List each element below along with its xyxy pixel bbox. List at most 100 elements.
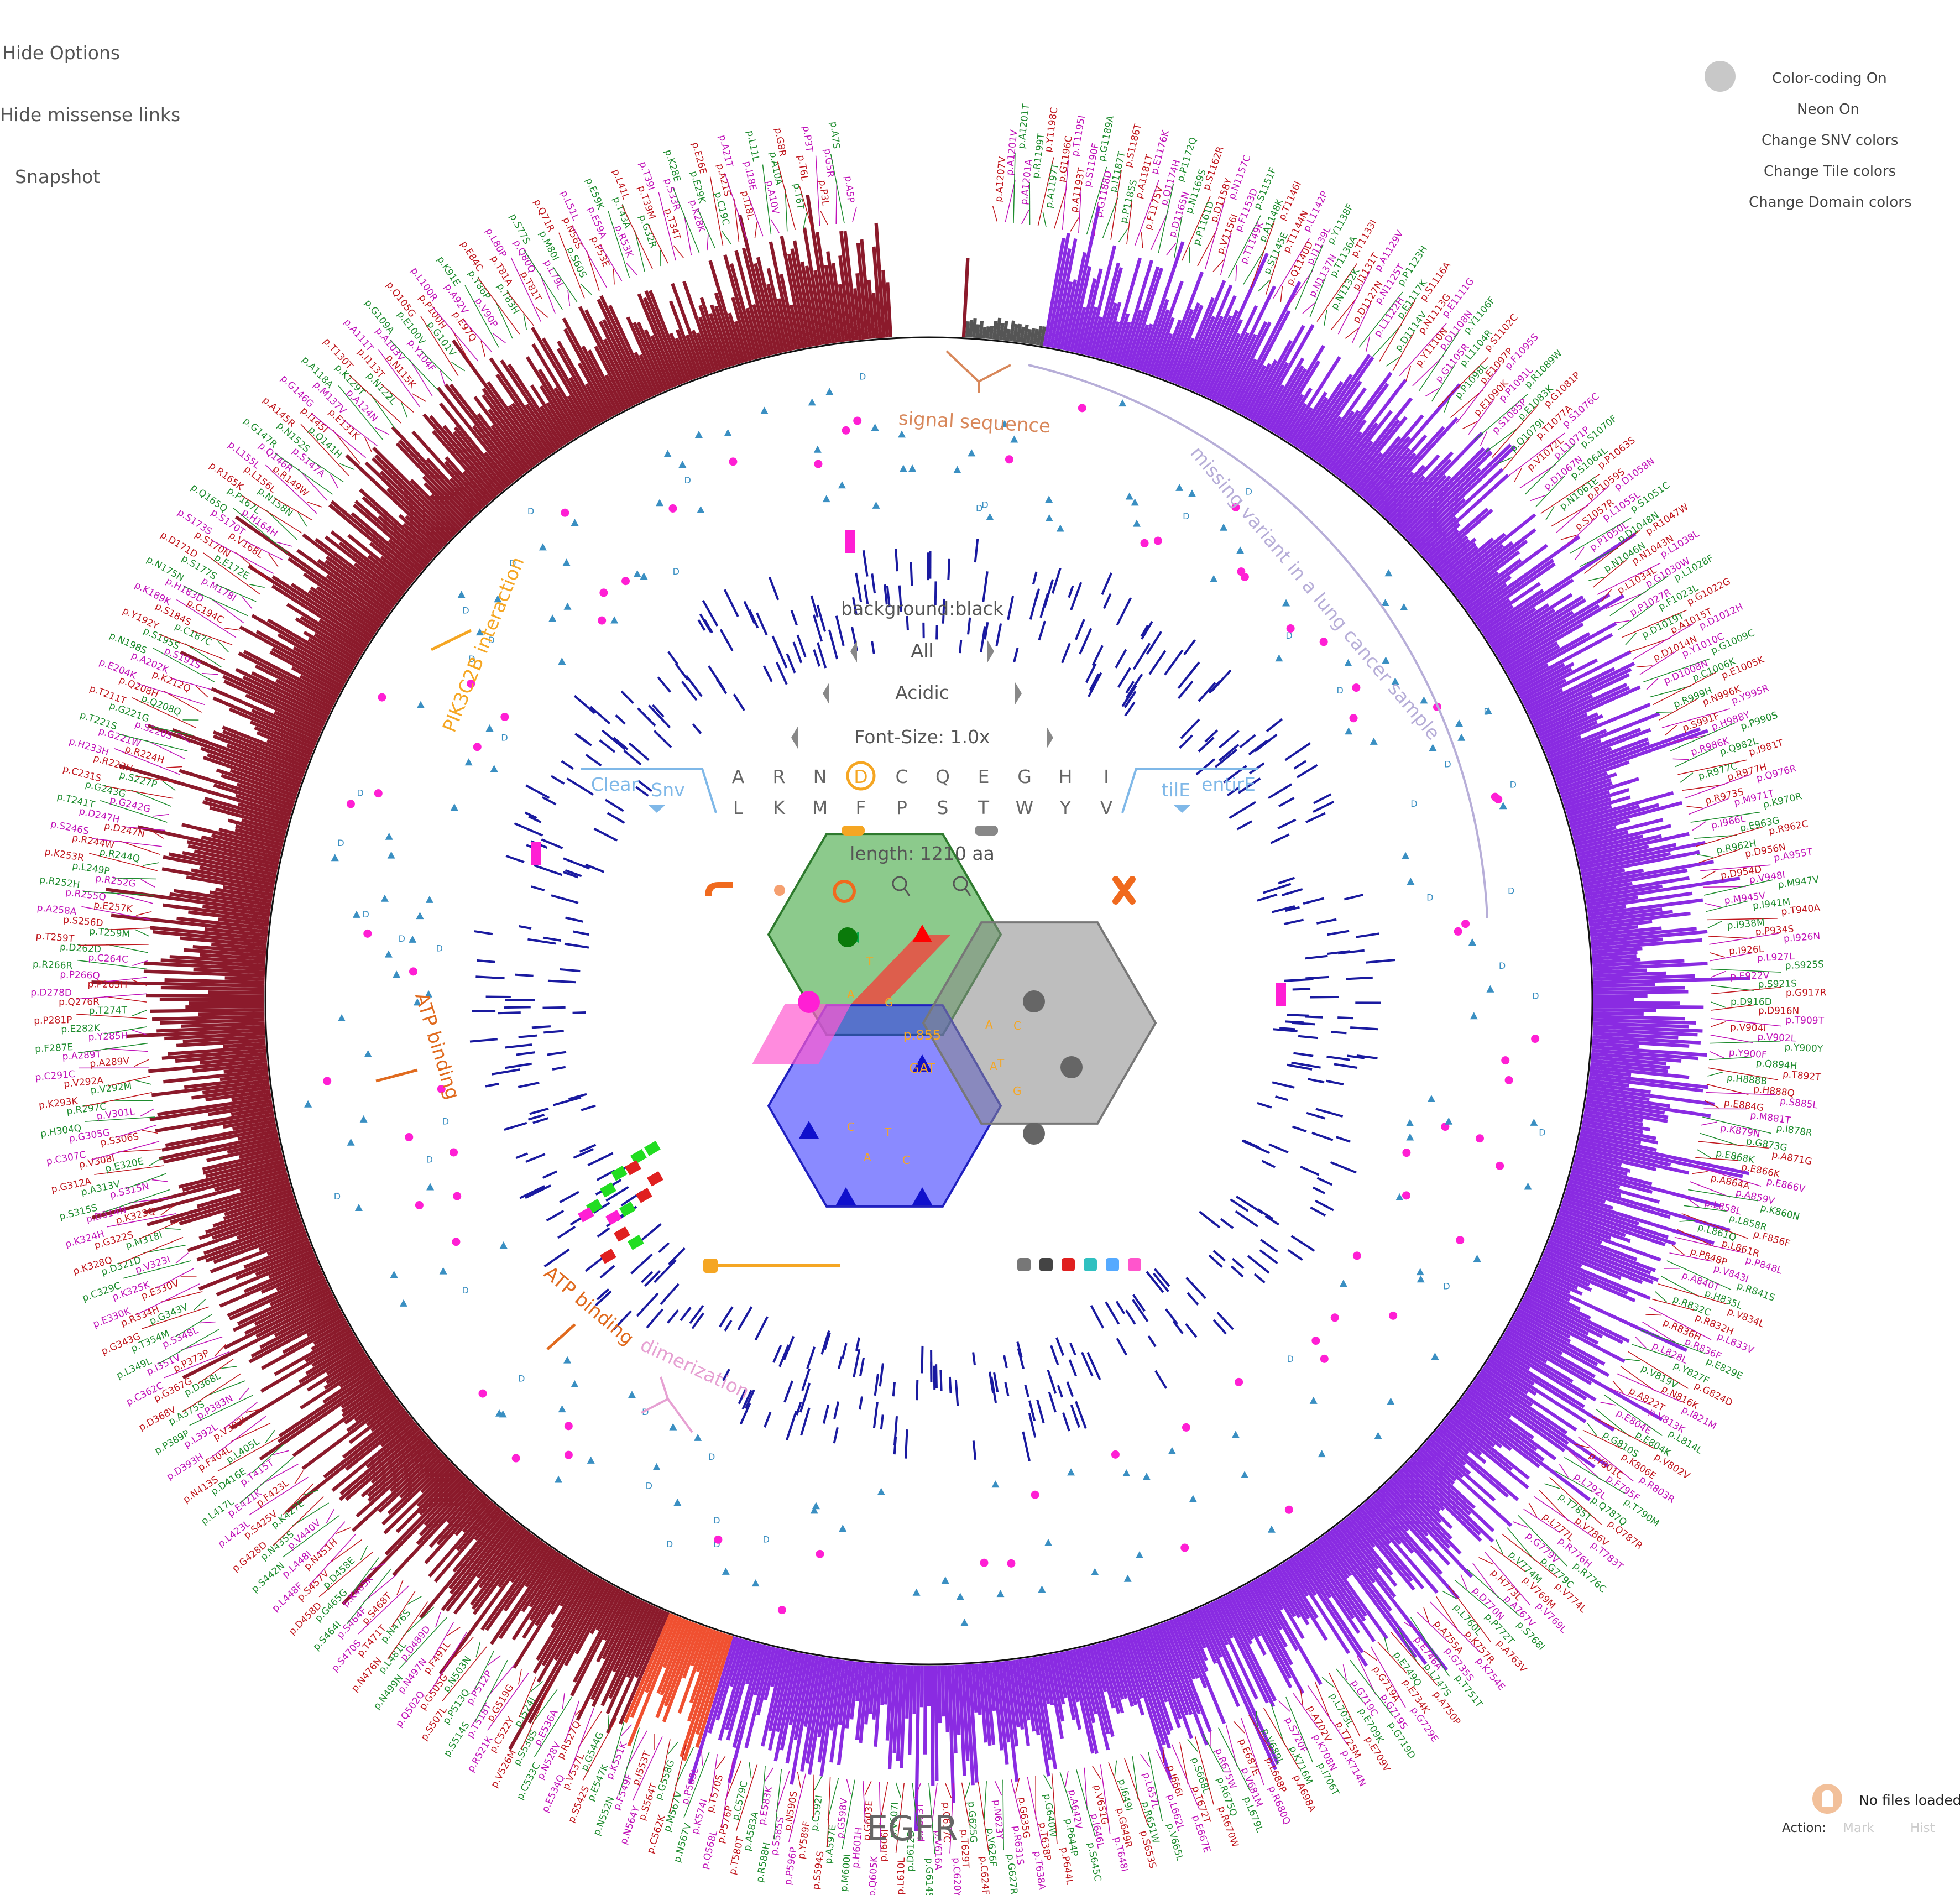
variant-label[interactable]: p.T580T (727, 1835, 746, 1876)
hex-node[interactable] (1023, 990, 1045, 1012)
variant-dot[interactable] (842, 426, 850, 435)
variant-label[interactable]: p.A111T (342, 317, 376, 354)
variant-d-glyph[interactable]: D (1410, 798, 1417, 809)
variant-triangle[interactable] (1220, 523, 1228, 531)
variant-triangle[interactable] (678, 460, 687, 468)
variant-label[interactable]: p.R165K (207, 460, 245, 493)
variant-label[interactable]: p.P53E (588, 234, 611, 269)
tile-marker[interactable] (644, 1141, 661, 1156)
variant-triangle[interactable] (359, 1115, 368, 1123)
variant-label[interactable]: p.L927L (1757, 951, 1795, 964)
variant-label[interactable]: p.P576P (715, 1805, 735, 1845)
amino-group-marker[interactable] (975, 826, 998, 836)
variant-d-glyph[interactable]: D (1499, 960, 1506, 971)
variant-dot[interactable] (1531, 1035, 1540, 1043)
variant-label[interactable]: p.T241T (56, 791, 96, 811)
variant-triangle[interactable] (331, 854, 339, 862)
variant-triangle[interactable] (694, 1433, 702, 1441)
variant-label[interactable]: p.Q605K (867, 1855, 881, 1895)
variant-triangle[interactable] (1132, 519, 1141, 527)
variant-label[interactable]: p.G243G (84, 779, 127, 800)
tile-toggle[interactable]: tilE (1162, 779, 1190, 801)
amino-acid-button[interactable]: H (1059, 766, 1073, 787)
variant-triangle[interactable] (587, 1456, 595, 1464)
variant-d-glyph[interactable]: D (462, 1285, 469, 1296)
variant-triangle[interactable] (1091, 1568, 1099, 1575)
variant-triangle[interactable] (354, 1204, 363, 1212)
variant-triangle[interactable] (464, 758, 473, 766)
amino-acid-button[interactable]: S (937, 797, 949, 818)
amino-acid-button[interactable]: Q (935, 766, 950, 787)
variant-dot[interactable] (1182, 1423, 1190, 1432)
tile-chevron-down-icon[interactable] (1173, 805, 1191, 813)
variant-triangle[interactable] (898, 430, 906, 438)
variant-triangle[interactable] (1038, 1585, 1046, 1593)
variant-label[interactable]: p.A871G (1771, 1149, 1813, 1167)
variant-d-glyph[interactable]: D (1337, 685, 1344, 696)
variant-triangle[interactable] (1473, 1255, 1481, 1262)
variant-triangle[interactable] (1168, 1447, 1176, 1454)
variant-label[interactable]: p.G146G (278, 373, 316, 410)
variant-dot[interactable] (814, 460, 823, 468)
variant-label[interactable]: p.T909T (1785, 1015, 1824, 1027)
hide-missense-links-button[interactable]: Hide missense links (0, 104, 181, 126)
variant-label[interactable]: p.A5P (843, 175, 856, 203)
variant-triangle[interactable] (390, 1271, 398, 1278)
variant-dot[interactable] (1111, 1450, 1120, 1459)
variant-d-glyph[interactable]: D (1287, 1354, 1294, 1364)
variant-d-glyph[interactable]: D (436, 943, 443, 954)
variant-label[interactable]: p.S246S (50, 819, 90, 837)
variant-label[interactable]: p.A583A (742, 1810, 761, 1852)
variant-triangle[interactable] (953, 466, 961, 473)
variant-label[interactable]: p.P266Q (60, 969, 100, 982)
variant-d-glyph[interactable]: D (462, 605, 469, 616)
variant-dot[interactable] (1352, 1251, 1361, 1260)
variant-d-glyph[interactable]: D (684, 475, 691, 486)
amino-acid-button[interactable]: G (1017, 766, 1032, 787)
variant-dot[interactable] (564, 1450, 573, 1459)
variant-triangle[interactable] (1067, 1468, 1075, 1476)
variant-label[interactable]: p.R266R (33, 959, 73, 972)
variant-label[interactable]: p.I18E (741, 160, 759, 192)
color-coding-toggle[interactable]: Color-coding On (1772, 70, 1887, 87)
variant-label[interactable]: p.I926N (1783, 931, 1821, 944)
variant-triangle[interactable] (450, 803, 458, 811)
variant-label[interactable]: p.A258A (36, 902, 77, 917)
variant-triangle[interactable] (991, 1480, 1000, 1488)
change-domain-colors-button[interactable]: Change Domain colors (1749, 194, 1912, 211)
variant-triangle[interactable] (548, 614, 557, 622)
variant-label[interactable]: p.E282K (61, 1023, 101, 1035)
variant-triangle[interactable] (409, 935, 417, 943)
variant-label[interactable]: p.D247H (78, 806, 121, 826)
variant-d-glyph[interactable]: D (1532, 991, 1539, 1001)
variant-label[interactable]: p.T259T (35, 931, 75, 944)
variant-triangle[interactable] (1044, 1538, 1053, 1546)
variant-triangle[interactable] (399, 1299, 407, 1307)
close-icon[interactable] (1112, 876, 1136, 905)
variant-dot[interactable] (1320, 1354, 1329, 1363)
variant-dot[interactable] (598, 616, 607, 625)
variant-dot[interactable] (1491, 792, 1499, 801)
variant-dot[interactable] (1286, 624, 1295, 633)
variant-triangle[interactable] (416, 912, 424, 920)
variant-label[interactable]: p.L155L (226, 439, 262, 471)
color-coding-toggle-icon[interactable] (1705, 61, 1736, 92)
variant-d-glyph[interactable]: D (337, 838, 344, 848)
variant-triangle[interactable] (539, 543, 547, 551)
variant-label[interactable]: p.Y900Y (1784, 1042, 1823, 1055)
variant-triangle[interactable] (839, 1525, 847, 1532)
amino-acid-button[interactable]: Y (1059, 797, 1072, 818)
variant-label[interactable]: p.Q71R (531, 197, 557, 234)
variant-label[interactable]: p.G1189A (1096, 114, 1117, 163)
variant-triangle[interactable] (1400, 603, 1408, 610)
variant-label[interactable]: p.I878R (1775, 1123, 1813, 1139)
variant-dot[interactable] (816, 1549, 824, 1558)
variant-triangle[interactable] (986, 513, 994, 520)
variant-triangle[interactable] (490, 765, 498, 772)
variant-dot[interactable] (853, 416, 862, 425)
variant-dot[interactable] (729, 457, 738, 466)
snv-chevron-down-icon[interactable] (648, 805, 666, 813)
variant-label[interactable]: p.C617C (940, 1802, 953, 1842)
variant-label[interactable]: p.Y1198C (1043, 107, 1060, 153)
variant-triangle[interactable] (1406, 1119, 1414, 1126)
